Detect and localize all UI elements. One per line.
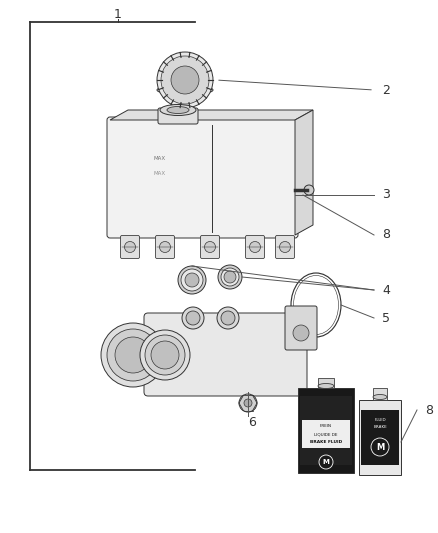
- Circle shape: [250, 241, 261, 253]
- Ellipse shape: [373, 394, 387, 400]
- FancyBboxPatch shape: [276, 236, 294, 259]
- Circle shape: [178, 266, 206, 294]
- Circle shape: [157, 52, 213, 108]
- FancyBboxPatch shape: [158, 108, 198, 124]
- Circle shape: [224, 271, 236, 283]
- Ellipse shape: [160, 104, 196, 116]
- Bar: [298, 388, 354, 473]
- Text: M: M: [322, 459, 329, 465]
- FancyBboxPatch shape: [285, 306, 317, 350]
- Text: M: M: [376, 442, 384, 451]
- Text: 8: 8: [425, 403, 433, 416]
- Text: BRAKE: BRAKE: [373, 425, 387, 429]
- Text: LIQUIDE DE: LIQUIDE DE: [314, 432, 338, 436]
- Bar: [318, 378, 334, 388]
- Text: FLUID: FLUID: [374, 418, 386, 422]
- Bar: [361, 410, 399, 465]
- Text: MAX: MAX: [154, 156, 166, 161]
- Circle shape: [186, 311, 200, 325]
- Circle shape: [151, 341, 179, 369]
- Circle shape: [304, 185, 314, 195]
- FancyBboxPatch shape: [144, 313, 307, 396]
- Circle shape: [145, 335, 185, 375]
- Circle shape: [171, 66, 199, 94]
- Circle shape: [293, 325, 309, 341]
- FancyBboxPatch shape: [107, 117, 298, 238]
- Circle shape: [140, 330, 190, 380]
- Text: BRAKE FLUID: BRAKE FLUID: [310, 440, 342, 444]
- Bar: [373, 388, 387, 400]
- Text: 3: 3: [382, 189, 390, 201]
- Ellipse shape: [318, 384, 334, 389]
- Circle shape: [244, 399, 252, 407]
- Circle shape: [181, 269, 203, 291]
- Circle shape: [159, 241, 170, 253]
- FancyBboxPatch shape: [246, 236, 265, 259]
- Text: FREIN: FREIN: [320, 424, 332, 428]
- Polygon shape: [110, 110, 313, 120]
- Circle shape: [107, 329, 159, 381]
- Circle shape: [371, 438, 389, 456]
- Circle shape: [173, 68, 197, 92]
- Circle shape: [182, 307, 204, 329]
- Text: MAX: MAX: [154, 171, 166, 176]
- Text: 6: 6: [248, 416, 256, 429]
- Ellipse shape: [157, 85, 213, 95]
- Bar: [302, 420, 350, 448]
- Bar: [359, 400, 401, 475]
- Text: 5: 5: [382, 311, 390, 325]
- Text: 8: 8: [382, 229, 390, 241]
- Circle shape: [101, 323, 165, 387]
- Text: 4: 4: [382, 284, 390, 296]
- Circle shape: [115, 337, 151, 373]
- Circle shape: [124, 241, 135, 253]
- Circle shape: [221, 268, 239, 286]
- Circle shape: [185, 273, 199, 287]
- FancyBboxPatch shape: [120, 236, 139, 259]
- Circle shape: [279, 241, 290, 253]
- FancyBboxPatch shape: [201, 236, 219, 259]
- Circle shape: [239, 394, 257, 412]
- FancyBboxPatch shape: [155, 236, 174, 259]
- Circle shape: [319, 455, 333, 469]
- Ellipse shape: [167, 107, 189, 114]
- Bar: [300, 396, 352, 465]
- Text: 1: 1: [114, 7, 122, 20]
- Circle shape: [205, 241, 215, 253]
- Circle shape: [217, 307, 239, 329]
- Circle shape: [221, 311, 235, 325]
- Circle shape: [161, 56, 209, 104]
- Circle shape: [218, 265, 242, 289]
- Text: 2: 2: [382, 84, 390, 96]
- Polygon shape: [295, 110, 313, 235]
